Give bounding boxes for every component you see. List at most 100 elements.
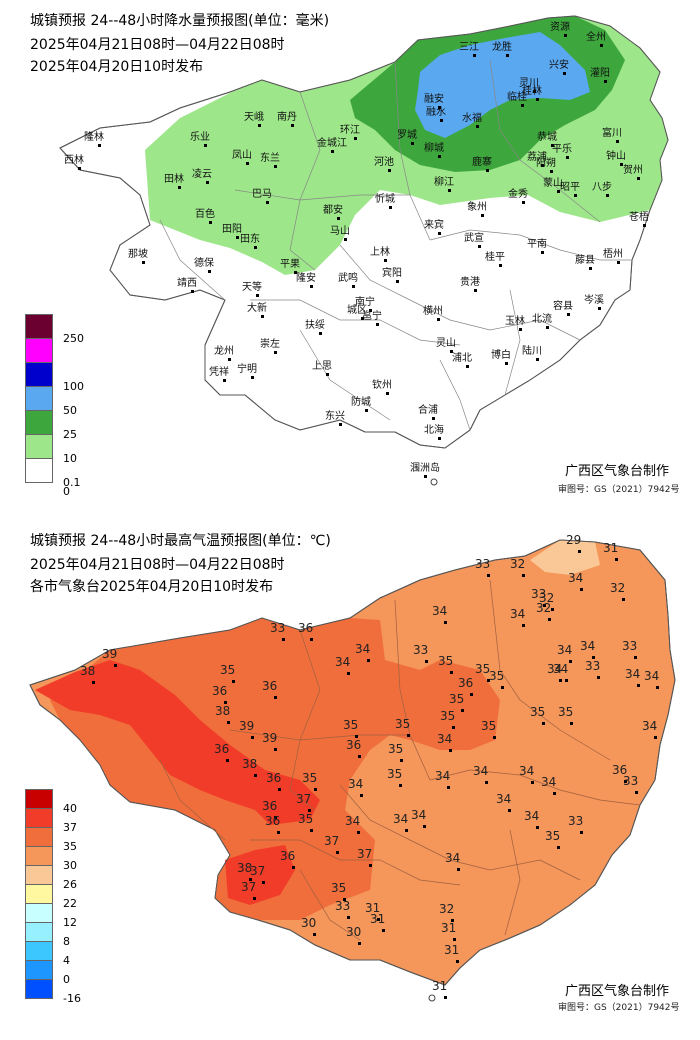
temp-prefecture-boundaries: [159, 579, 641, 941]
city-marker: [291, 124, 294, 127]
city-label: 灵山: [436, 337, 456, 349]
weizhou-island: [430, 478, 438, 486]
temp-legend-label: 30: [63, 859, 77, 872]
city-marker: [643, 224, 646, 227]
city-marker: [541, 164, 544, 167]
rain-map-issued: 2025年04月20日10时发布: [30, 59, 204, 75]
station-marker: [399, 784, 402, 787]
station-marker: [557, 846, 560, 849]
city-marker: [331, 150, 334, 153]
city-marker: [432, 417, 435, 420]
city-label: 涠洲岛: [410, 461, 440, 474]
station-marker: [553, 792, 556, 795]
temperature-value: 32: [539, 591, 554, 605]
temp-legend-swatch: [25, 903, 53, 923]
temperature-legend: 40 37 35 30 26 22 12 8 4 0 -16: [25, 789, 81, 1005]
temperature-value: 29: [566, 533, 581, 547]
city-label: 三江: [459, 41, 479, 53]
temperature-value: 35: [343, 718, 358, 732]
station-marker: [249, 878, 252, 881]
rain-legend-swatch: [25, 338, 53, 363]
station-marker: [548, 618, 551, 621]
temperature-value: 34: [625, 667, 640, 681]
temperature-value: 34: [348, 777, 363, 791]
city-marker: [191, 290, 194, 293]
temp-legend-label: 0: [63, 973, 70, 986]
city-marker: [438, 106, 441, 109]
city-label: 罗城: [397, 129, 417, 141]
temp-legend-label: 26: [63, 878, 77, 891]
station-marker: [551, 608, 554, 611]
city-marker: [533, 90, 536, 93]
temperature-value: 34: [445, 851, 460, 865]
city-marker: [541, 251, 544, 254]
station-marker: [423, 825, 426, 828]
station-marker: [637, 684, 640, 687]
station-marker: [624, 780, 627, 783]
city-marker: [567, 313, 570, 316]
city-marker: [448, 189, 451, 192]
temperature-value: 35: [489, 669, 504, 683]
city-marker: [437, 318, 440, 321]
station-marker: [355, 735, 358, 738]
city-label: 崇左: [260, 337, 280, 350]
temp-map-title: 城镇预报 24--48小时最高气温预报图(单位：℃): [30, 533, 331, 549]
temperature-value: 34: [355, 642, 370, 656]
city-label: 昭平: [560, 181, 580, 193]
city-marker: [557, 190, 560, 193]
city-label: 全州: [586, 30, 606, 43]
city-marker: [228, 358, 231, 361]
city-marker: [620, 163, 623, 166]
temperature-value: 34: [524, 809, 539, 823]
station-marker: [470, 693, 473, 696]
station-marker: [226, 759, 229, 762]
city-marker: [354, 137, 357, 140]
city-label: 平乐: [552, 143, 572, 155]
city-marker: [546, 326, 549, 329]
city-marker: [274, 351, 277, 354]
city-label: 上林: [370, 245, 390, 258]
station-marker: [536, 826, 539, 829]
city-label: 上思: [312, 360, 332, 372]
city-label: 梧州: [603, 247, 623, 260]
temperature-value: 33: [270, 621, 285, 635]
city-label: 桂林: [522, 84, 542, 97]
city-label: 柳江: [434, 175, 454, 188]
city-marker: [310, 285, 313, 288]
station-marker: [457, 868, 460, 871]
station-marker: [314, 788, 317, 791]
temperature-value: 34: [411, 808, 426, 822]
city-marker: [505, 362, 508, 365]
temperature-value: 34: [541, 775, 556, 789]
city-marker: [142, 261, 145, 264]
city-marker: [206, 181, 209, 184]
temperature-value: 34: [393, 812, 408, 826]
city-label: 浦北: [452, 351, 472, 364]
city-marker: [386, 392, 389, 395]
rain-legend-label: 0.1: [63, 476, 81, 489]
temperature-value: 34: [580, 639, 595, 653]
temperature-value: 37: [357, 847, 372, 861]
temperature-value: 37: [324, 834, 339, 848]
temperature-value: 35: [220, 663, 235, 677]
temperature-value: 35: [438, 654, 453, 668]
city-marker: [637, 177, 640, 180]
city-label: 柳城: [424, 141, 444, 154]
temperature-value: 36: [346, 738, 361, 752]
temperature-value: 35: [530, 705, 545, 719]
city-label: 田东: [240, 232, 260, 245]
city-label: 藤县: [575, 254, 595, 266]
city-marker: [344, 238, 347, 241]
temperature-value: 31: [370, 912, 385, 926]
temp-map-period: 2025年04月21日08时—04月22日08时: [30, 557, 285, 573]
station-marker: [232, 680, 235, 683]
station-marker: [254, 774, 257, 777]
station-marker: [570, 722, 573, 725]
temperature-value: 35: [388, 742, 403, 756]
city-marker: [388, 169, 391, 172]
station-marker: [580, 831, 583, 834]
city-label: 金秀: [508, 187, 528, 200]
temperature-value: 31: [365, 901, 380, 915]
rain-area-blue: [415, 32, 590, 138]
